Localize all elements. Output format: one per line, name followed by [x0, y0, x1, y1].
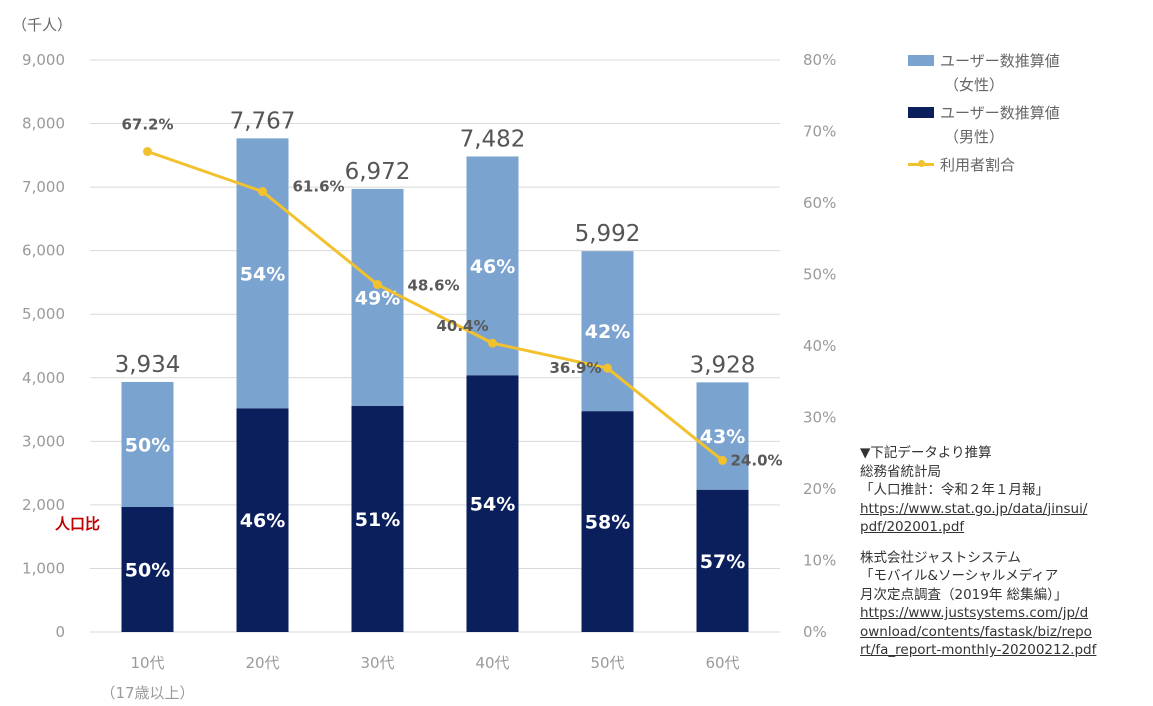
bar-male [351, 405, 404, 632]
source-url-line: pdf/202001.pdf [860, 519, 965, 535]
bar-male-share-label: 50% [125, 559, 170, 581]
y-axis-tick-label: 8,000 [22, 115, 65, 133]
bar-male-share-label: 51% [355, 509, 400, 531]
bar-female-share-label: 54% [240, 263, 285, 285]
bar-female [236, 138, 289, 409]
x-axis-tick-label: 40代 [475, 654, 509, 672]
legend: ユーザー数推算値 （女性） ユーザー数推算値 （男性） 利用者割合 [908, 50, 1128, 180]
y2-axis-tick-label: 10% [803, 552, 836, 570]
bar-male-share-label: 46% [240, 510, 285, 532]
source-url-line: rt/fa_report-monthly-20200212.pdf [860, 642, 1097, 658]
x-axis-tick-label: 50代 [590, 654, 624, 672]
population-ratio-annotation: 人口比 [55, 515, 100, 533]
y-axis-tick-label: 6,000 [22, 242, 65, 260]
usage-rate-label: 24.0% [731, 451, 783, 469]
y2-axis-tick-label: 60% [803, 194, 836, 212]
usage-rate-label: 40.4% [436, 317, 488, 335]
x-axis-tick-label: 60代 [705, 654, 739, 672]
source-text-line: 株式会社ジャストシステム [860, 549, 1021, 566]
bar-total-label: 7,767 [230, 108, 296, 134]
bar-male-share-label: 54% [470, 494, 515, 516]
data-sources-note: ▼下記データより推算 総務省統計局「人口推計：令和２年１月報」 https://ww… [860, 444, 1150, 660]
source-text-line: 「人口推計：令和２年１月報」 [860, 482, 1049, 498]
source-url-line: https://www.stat.go.jp/data/jinsui/ [860, 500, 1088, 517]
usage-rate-point [143, 147, 152, 157]
x-axis-tick-sublabel: （17歳以上） [100, 684, 194, 702]
y2-axis-tick-label: 80% [803, 51, 836, 69]
legend-sublabel-male: （男性） [944, 128, 1005, 146]
legend-label-usage-rate: 利用者割合 [940, 156, 1016, 174]
legend-swatch-female [908, 55, 934, 66]
bar-male-share-label: 58% [585, 512, 630, 534]
bar-male [581, 411, 634, 632]
source-text-line: 月次定点調査（2019年 総集編）」 [860, 586, 1068, 603]
usage-rate-label: 48.6% [408, 277, 460, 295]
bar-female [581, 251, 634, 412]
usage-rate-label: 67.2% [121, 116, 173, 134]
legend-sublabel-female: （女性） [944, 76, 1005, 94]
y-axis-tick-label: 1,000 [22, 559, 65, 577]
y-axis-unit-label: （千人） [12, 16, 72, 34]
bar-total-label: 6,972 [345, 159, 411, 185]
legend-line-usage-rate [908, 160, 934, 167]
bar-total-label: 3,934 [115, 352, 181, 378]
y-axis-tick-label: 5,000 [22, 305, 65, 323]
usage-rate-point [603, 363, 612, 373]
legend-label-male: ユーザー数推算値 [940, 104, 1060, 122]
legend-swatch-male [908, 107, 934, 118]
usage-rate-point [373, 280, 382, 290]
bar-female-share-label: 43% [700, 426, 745, 448]
x-axis-tick-label: 30代 [360, 654, 394, 672]
bar-male [696, 489, 749, 632]
y2-axis-tick-label: 70% [803, 123, 836, 141]
sources-gap [860, 537, 1150, 549]
bar-female-share-label: 49% [355, 287, 400, 309]
bar-total-label: 3,928 [690, 352, 756, 378]
usage-rate-label: 61.6% [293, 178, 345, 196]
usage-rate-point [488, 338, 497, 348]
legend-item-male: ユーザー数推算値 [908, 102, 1128, 124]
source-text-line: ▼下記データより推算 [860, 445, 992, 461]
y-axis-tick-label: 9,000 [22, 51, 65, 69]
source-url-line: https://www.justsystems.com/jp/d [860, 605, 1089, 621]
y-axis-tick-label: 2,000 [22, 496, 65, 514]
bar-male-share-label: 57% [700, 551, 745, 573]
bar-male [466, 375, 519, 632]
legend-item-usage-rate: 利用者割合 [908, 154, 1128, 176]
bar-male [236, 408, 289, 632]
usage-rate-point [718, 455, 727, 465]
source-url-line: ownload/contents/fastask/biz/repo [860, 623, 1092, 640]
bar-female-share-label: 50% [125, 434, 170, 456]
y2-axis-tick-label: 50% [803, 266, 836, 284]
bar-female [696, 382, 749, 490]
y-axis-tick-label: 3,000 [22, 432, 65, 450]
x-axis-tick-label: 10代 [130, 654, 164, 672]
y2-axis-tick-label: 20% [803, 480, 836, 498]
source-text-line: 「モバイル&ソーシャルメディア [860, 568, 1059, 584]
y2-axis-tick-label: 0% [803, 623, 827, 641]
y2-axis-tick-label: 30% [803, 409, 836, 427]
usage-rate-point [258, 187, 267, 197]
legend-label-female: ユーザー数推算値 [940, 52, 1060, 70]
x-axis-tick-label: 20代 [245, 654, 279, 672]
bar-female-share-label: 46% [470, 256, 515, 278]
bar-female [121, 381, 174, 507]
y2-axis-tick-label: 40% [803, 337, 836, 355]
y-axis-tick-label: 7,000 [22, 178, 65, 196]
bar-male [121, 506, 174, 632]
y-axis-tick-label: 4,000 [22, 369, 65, 387]
source-text-line: 総務省統計局 [860, 463, 941, 480]
y-axis-tick-label: 0 [55, 623, 65, 641]
bar-total-label: 5,992 [575, 221, 641, 247]
bar-female-share-label: 42% [585, 321, 630, 343]
bar-female [351, 188, 404, 406]
usage-rate-label: 36.9% [549, 359, 601, 377]
bar-total-label: 7,482 [460, 126, 526, 152]
usage-rate-line [147, 150, 724, 462]
legend-item-female: ユーザー数推算値 [908, 50, 1128, 72]
